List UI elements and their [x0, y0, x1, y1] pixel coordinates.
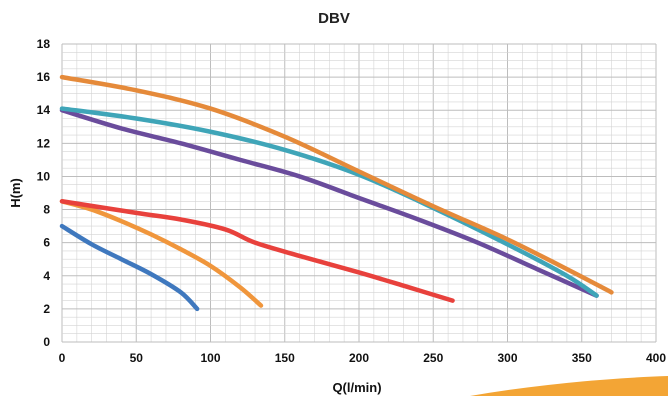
y-axis-ticks: 0 2 4 6 8 10 12 14 16 18: [37, 37, 51, 349]
series-line-1: [59, 223, 200, 312]
grid: [61, 43, 657, 343]
y-tick-label: 4: [43, 269, 50, 283]
y-tick-label: 8: [43, 203, 50, 217]
y-tick-label: 16: [37, 70, 51, 84]
y-axis-label: H(m): [8, 178, 23, 208]
x-tick-label: 250: [423, 351, 443, 365]
series-group: [59, 74, 614, 312]
x-axis-ticks: 0 50 100 150 200 250 300 350 400: [59, 351, 667, 365]
x-tick-label: 350: [572, 351, 592, 365]
y-tick-label: 6: [43, 236, 50, 250]
chart-title: DBV: [318, 10, 350, 27]
x-tick-label: 400: [646, 351, 666, 365]
x-tick-label: 100: [200, 351, 220, 365]
x-tick-label: 300: [497, 351, 517, 365]
y-tick-label: 18: [37, 37, 51, 51]
y-tick-label: 12: [37, 136, 51, 150]
decorative-swoosh: [470, 376, 668, 396]
y-tick-label: 0: [43, 335, 50, 349]
series-line-5: [59, 106, 599, 298]
x-tick-label: 50: [130, 351, 144, 365]
y-tick-label: 10: [37, 169, 51, 183]
x-tick-label: 150: [275, 351, 295, 365]
y-tick-label: 2: [43, 302, 50, 316]
series-line-6: [59, 74, 614, 295]
x-axis-label: Q(l/min): [332, 380, 381, 395]
series-line-4: [59, 107, 599, 298]
x-tick-label: 200: [349, 351, 369, 365]
series-line-3: [59, 199, 455, 303]
series-line-2: [59, 199, 264, 308]
y-tick-label: 14: [37, 103, 51, 117]
x-tick-label: 0: [59, 351, 66, 365]
